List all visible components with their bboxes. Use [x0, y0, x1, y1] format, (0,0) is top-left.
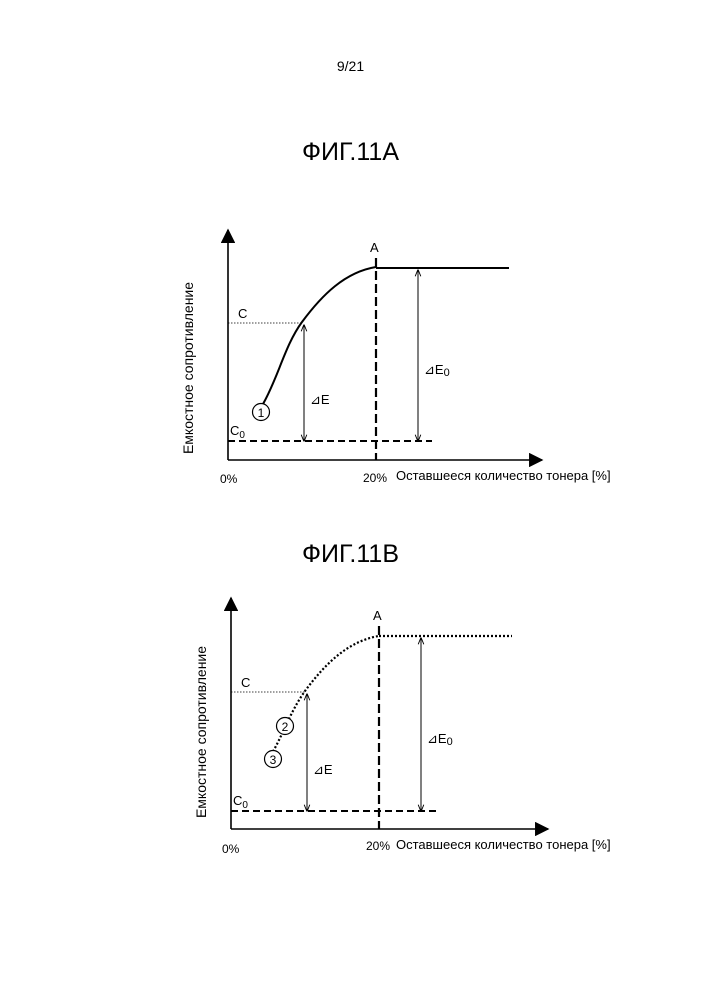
c-label: C: [241, 675, 250, 690]
figure-11b-graph: Емкостное сопротивление 0% 20% Оставшеес…: [193, 598, 611, 856]
x-tick-20: 20%: [366, 839, 390, 853]
svg-text:1: 1: [258, 406, 265, 420]
marker-3: 3: [265, 751, 282, 768]
x-tick-20: 20%: [363, 471, 387, 485]
figure-11a-graph: Емкостное сопротивление 0% 20% Оставшеес…: [180, 230, 611, 486]
a-label: A: [370, 240, 379, 255]
marker-2: 2: [277, 718, 294, 735]
c0-label: C0: [230, 423, 245, 441]
delta-e0-label: ⊿E0: [424, 362, 450, 379]
x-axis-label: Оставшееся количество тонера [%]: [396, 837, 611, 852]
x-tick-0: 0%: [220, 472, 238, 486]
a-label: A: [373, 608, 382, 623]
y-axis-label: Емкостное сопротивление: [193, 646, 209, 818]
c-label: C: [238, 306, 247, 321]
delta-e-label: ⊿E: [310, 392, 330, 407]
svg-text:3: 3: [270, 753, 277, 767]
x-tick-0: 0%: [222, 842, 240, 856]
c0-label: C0: [233, 793, 248, 811]
capacitance-curve: [263, 267, 376, 404]
marker-1: 1: [253, 404, 270, 421]
svg-text:2: 2: [282, 720, 289, 734]
delta-e0-label: ⊿E0: [427, 731, 453, 748]
delta-e-label: ⊿E: [313, 762, 333, 777]
x-axis-label: Оставшееся количество тонера [%]: [396, 468, 611, 483]
y-axis-label: Емкостное сопротивление: [180, 282, 196, 454]
capacitance-curve: [271, 636, 379, 755]
